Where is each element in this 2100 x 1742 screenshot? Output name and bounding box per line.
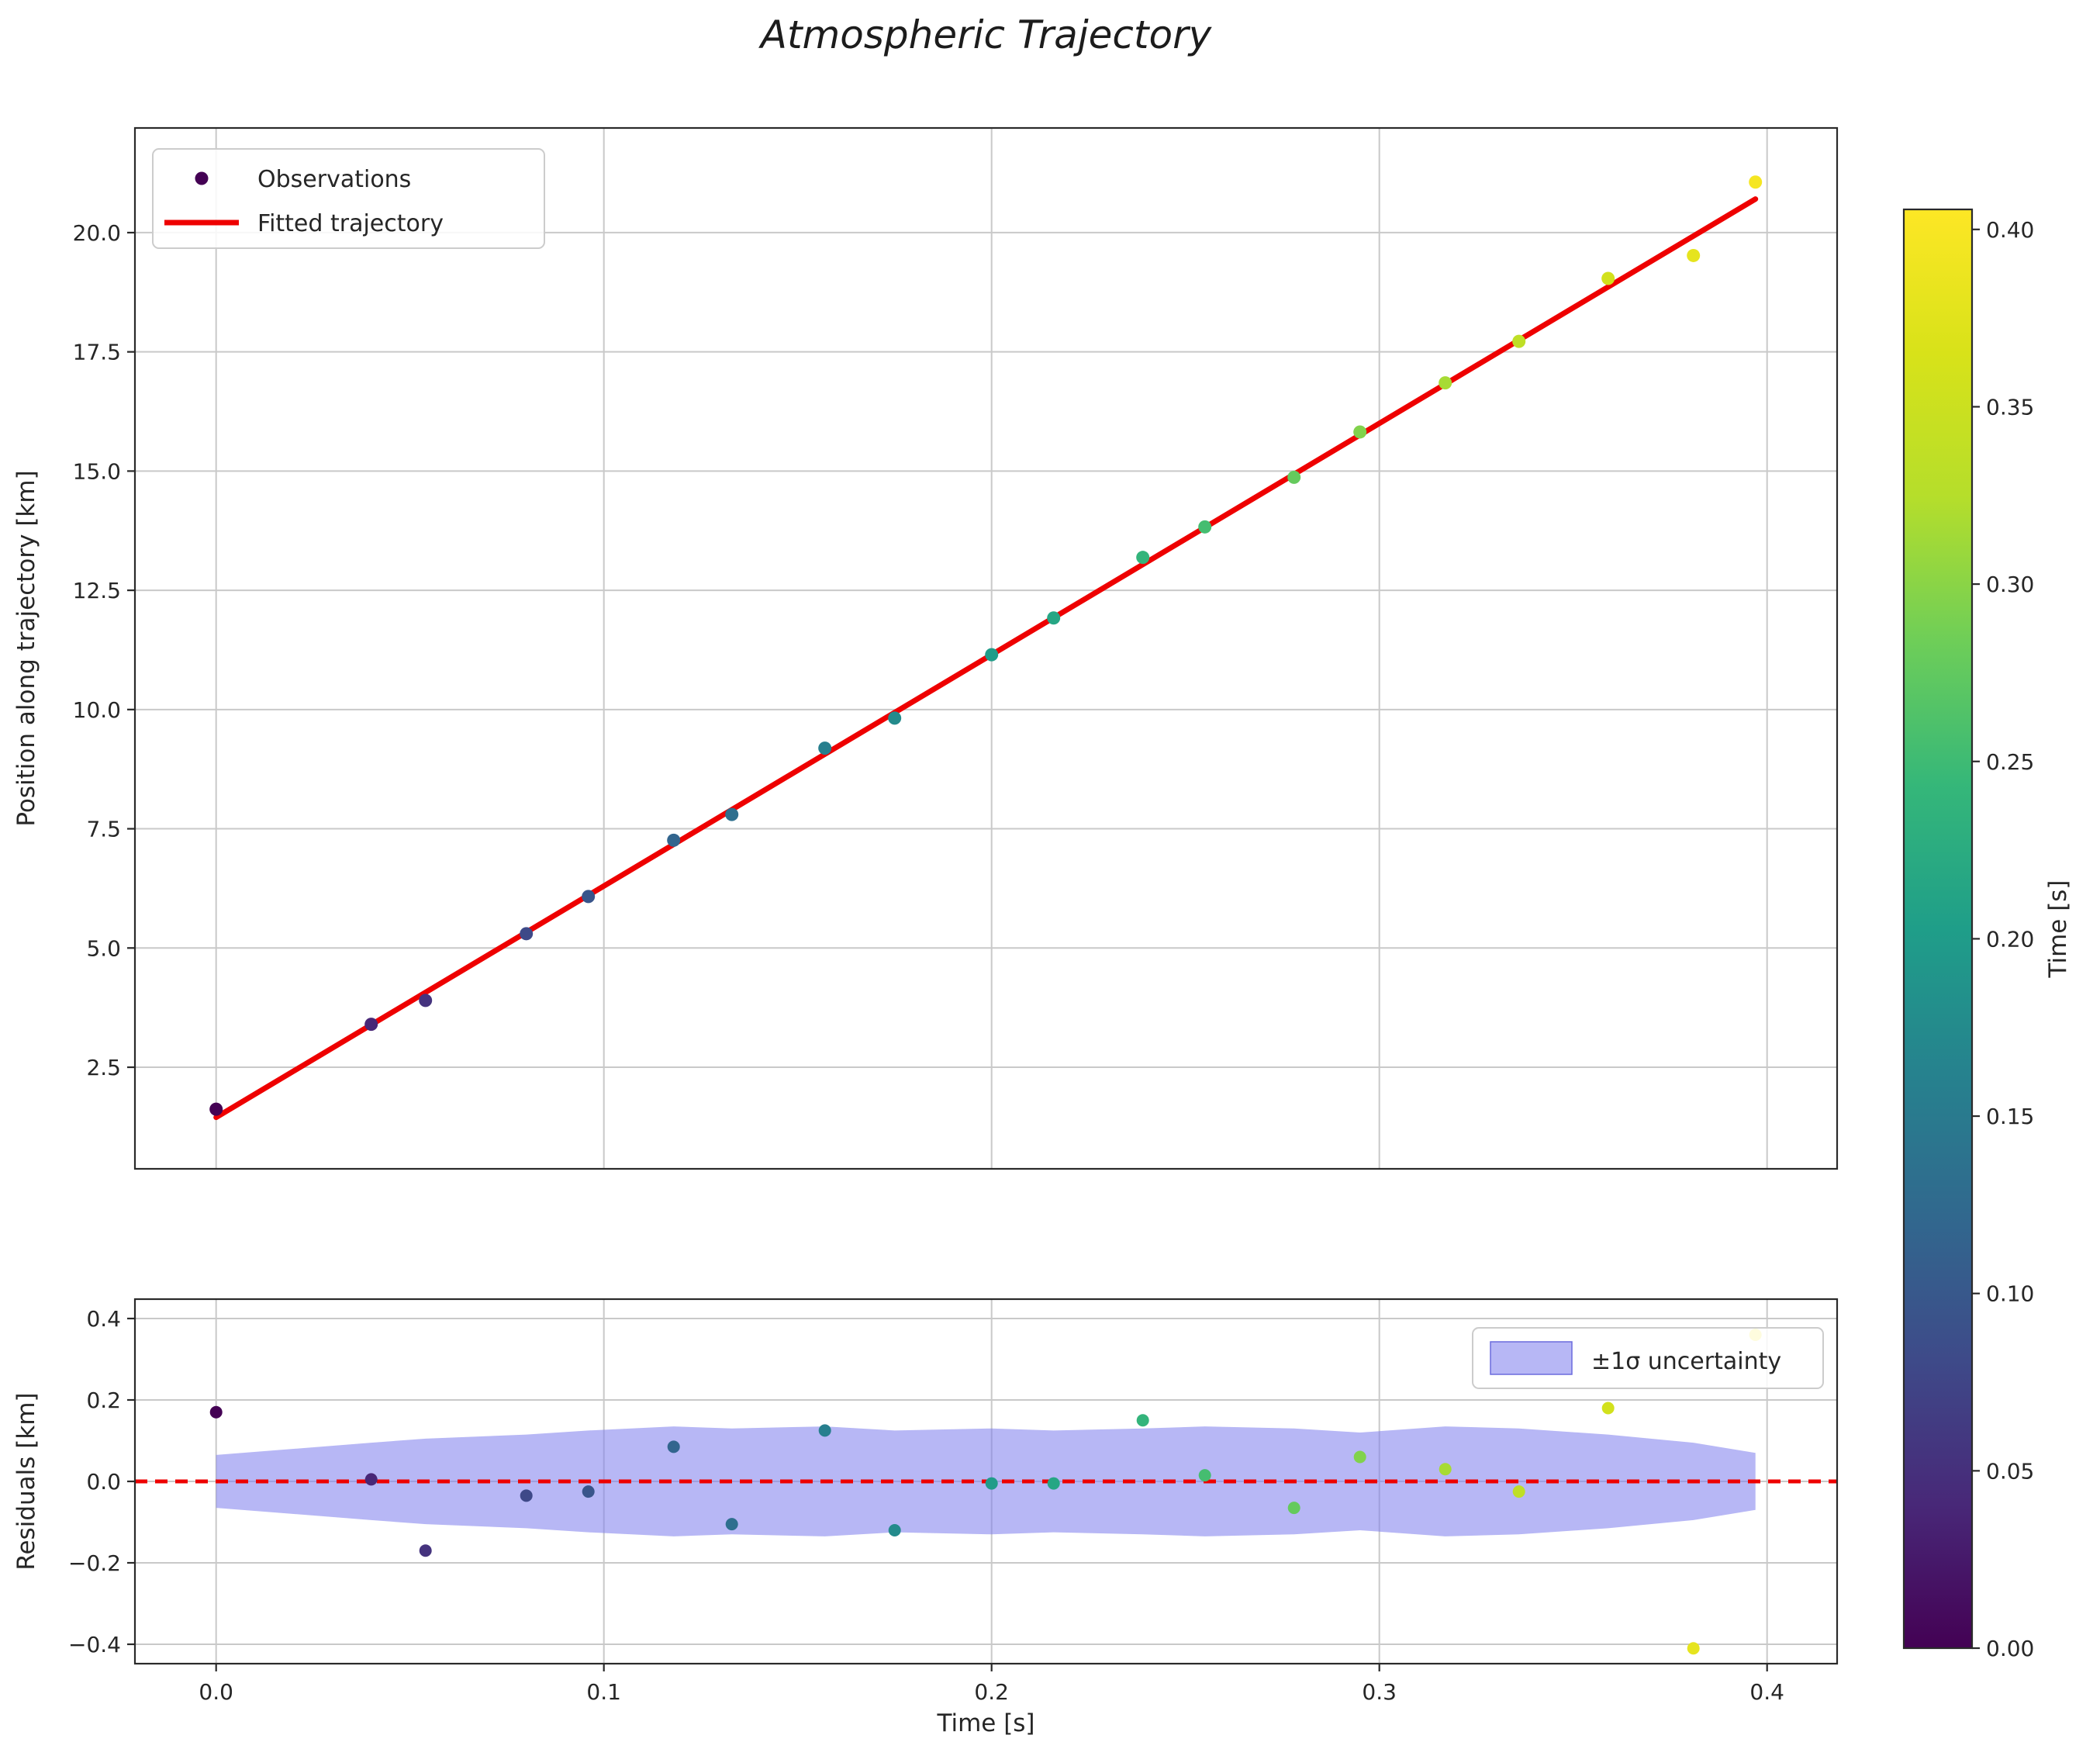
observation-point [1198, 520, 1212, 534]
main-ytick-label: 20.0 [73, 220, 121, 246]
xlabel: Time [s] [936, 1709, 1034, 1737]
residual-ytick-label: −0.4 [68, 1632, 121, 1657]
residual-point [1353, 1450, 1366, 1464]
residual-point [667, 1440, 680, 1453]
colorbar-tick-label: 0.40 [1986, 217, 2034, 243]
main-legend: Observations Fitted trajectory [152, 148, 545, 249]
residual-point [1439, 1463, 1452, 1476]
observation-point [888, 711, 902, 725]
residual-ytick-label: 0.4 [86, 1306, 121, 1332]
residual-point [1601, 1402, 1615, 1415]
main-ytick-label: 17.5 [73, 340, 121, 365]
residual-point [209, 1405, 223, 1419]
main-ytick-label: 2.5 [86, 1055, 121, 1080]
residual-point [725, 1518, 738, 1531]
residual-ytick-label: 0.2 [86, 1388, 121, 1413]
observation-point [1439, 376, 1452, 390]
residual-point [1136, 1414, 1149, 1427]
colorbar-tick-label: 0.10 [1986, 1281, 2034, 1307]
colorbar-gradient [1904, 209, 1972, 1648]
colorbar-tick-label: 0.35 [1986, 394, 2034, 420]
observation-point [985, 648, 999, 662]
residual-point [1512, 1485, 1525, 1498]
residual-point [419, 1544, 432, 1557]
xtick-label: 0.3 [1362, 1679, 1397, 1705]
residual-point [582, 1485, 595, 1498]
colorbar-tick-label: 0.05 [1986, 1458, 2034, 1484]
observation-point [1353, 425, 1367, 439]
xtick-label: 0.1 [586, 1679, 621, 1705]
observation-point [419, 994, 433, 1008]
main-ytick-label: 7.5 [86, 817, 121, 842]
main-ylabel: Position along trajectory [km] [12, 470, 40, 826]
residual-point [1047, 1477, 1060, 1490]
legend-frame [152, 148, 545, 249]
residual-ytick-label: −0.2 [68, 1550, 121, 1576]
observation-point [1047, 611, 1061, 625]
colorbar-label: Time [s] [2044, 880, 2072, 978]
observation-point [520, 927, 534, 941]
residual-point [1287, 1502, 1300, 1515]
observation-point [364, 1018, 378, 1032]
legend-label-fitted: Fitted trajectory [257, 210, 444, 237]
legend-label-uncertainty: ±1σ uncertainty [1591, 1348, 1781, 1375]
colorbar-tick-label: 0.00 [1986, 1636, 2034, 1661]
observation-point [818, 741, 832, 755]
residual-point [985, 1477, 998, 1490]
colorbar-tick-label: 0.15 [1986, 1104, 2034, 1129]
colorbar: 0.00 0.05 0.10 0.15 0.20 0.25 0.30 0.35 0.40 Time… [1902, 208, 2072, 1661]
residual-point [1198, 1469, 1211, 1482]
residual-point [1687, 1642, 1700, 1655]
observation-point [1136, 551, 1150, 565]
legend-marker-observations [195, 171, 209, 185]
main-axes-frame [133, 126, 1839, 1170]
main-ytick-label: 10.0 [73, 697, 121, 723]
observation-point [667, 833, 681, 847]
legend-label-observations: Observations [257, 166, 411, 193]
observation-point [1601, 271, 1615, 285]
observation-point [1287, 470, 1301, 484]
observation-point [1512, 334, 1526, 348]
observation-point [582, 890, 596, 904]
legend-band-patch [1490, 1341, 1573, 1375]
xtick-label: 0.0 [199, 1679, 233, 1705]
residual-point [888, 1524, 901, 1536]
chart-title: Atmospheric Trajectory [760, 12, 1212, 57]
observation-point [1687, 248, 1701, 262]
colorbar-tick-label: 0.25 [1986, 749, 2034, 775]
main-plot: 2.5 5.0 7.5 10.0 12.5 15.0 17.5 20.0 Position al… [12, 126, 1839, 1170]
observation-point [1749, 175, 1763, 189]
main-ytick-label: 5.0 [86, 935, 121, 961]
observation-point [725, 807, 739, 821]
colorbar-frame [1902, 208, 1974, 1650]
main-ytick-label: 12.5 [73, 578, 121, 603]
residual-point [364, 1473, 378, 1486]
xtick-label: 0.4 [1749, 1679, 1784, 1705]
residual-legend: ±1σ uncertainty [1472, 1327, 1824, 1389]
residual-ytick-label: 0.0 [86, 1469, 121, 1495]
main-ytick-label: 15.0 [73, 458, 121, 484]
residual-ylabel: Residuals [km] [12, 1392, 40, 1570]
residuals-plot: −0.4 −0.2 0.0 0.2 0.4 0.0 0.1 0.2 0.3 0.4 Residual… [12, 1298, 1839, 1737]
residual-point [818, 1424, 831, 1437]
colorbar-tick-label: 0.20 [1986, 926, 2034, 952]
xtick-label: 0.2 [974, 1679, 1009, 1705]
observation-point [209, 1102, 223, 1116]
fitted-trajectory-line [213, 196, 1759, 1121]
colorbar-tick-label: 0.30 [1986, 572, 2034, 597]
residual-point [520, 1489, 533, 1502]
